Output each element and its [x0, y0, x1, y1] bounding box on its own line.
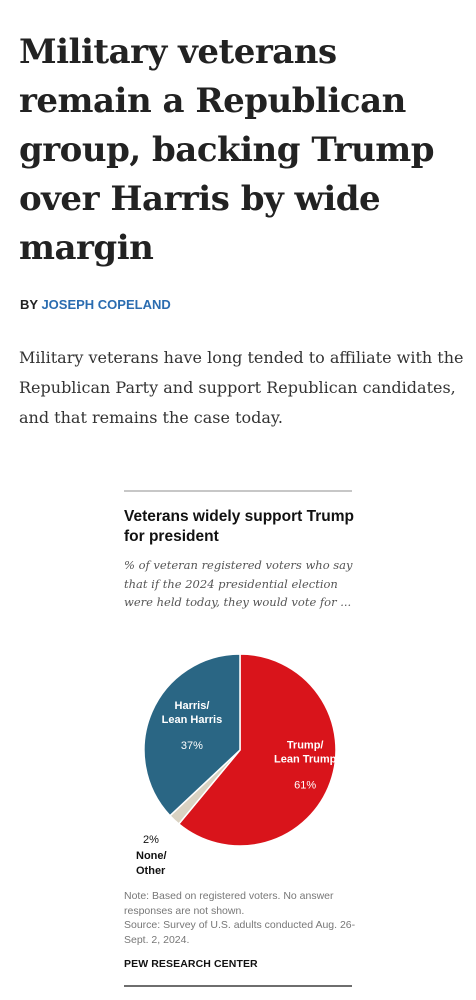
slice-label-harris-lean-harris: Lean Harris — [162, 714, 223, 726]
pew-credit: PEW RESEARCH CENTER — [124, 958, 258, 970]
figure-top-rule — [124, 490, 352, 492]
slice-label-none-other: None/ — [136, 850, 167, 862]
slice-label-trump-lean-trump: Lean Trump — [274, 753, 337, 765]
slice-value-harris-lean-harris: 37% — [181, 740, 203, 752]
slice-value-trump-lean-trump: 61% — [294, 779, 316, 791]
byline-prefix: BY — [20, 297, 42, 312]
slice-label-harris-lean-harris: Harris/ — [175, 700, 210, 712]
chart-note: Note: Based on registered voters. No ans… — [124, 890, 334, 917]
byline: BY JOSEPH COPELAND — [20, 297, 171, 312]
intro-paragraph: Military veterans have long tended to af… — [19, 348, 464, 427]
chart-notes: Note: Based on registered voters. No ans… — [124, 889, 359, 947]
chart-source: Source: Survey of U.S. adults conducted … — [124, 919, 356, 946]
slice-label-trump-lean-trump: Trump/ — [287, 739, 324, 751]
pie-slice-harris-lean-harris — [143, 653, 241, 817]
pie-chart: Trump/Lean Trump 61% 2% None/Other Harris/Le… — [136, 653, 337, 877]
pie-slice-trump-lean-trump — [177, 653, 337, 847]
chart-title: Veterans widely support Trump for presid… — [124, 508, 354, 545]
article-headline: Military veterans remain a Republican gr… — [19, 32, 435, 268]
figure-bottom-rule — [124, 985, 352, 987]
slice-label-none-other: Other — [136, 865, 166, 877]
author-link[interactable]: JOSEPH COPELAND — [41, 297, 171, 312]
chart-subtitle: % of veteran registered voters who say t… — [124, 558, 353, 609]
slice-value-none-other: 2% — [143, 834, 159, 846]
